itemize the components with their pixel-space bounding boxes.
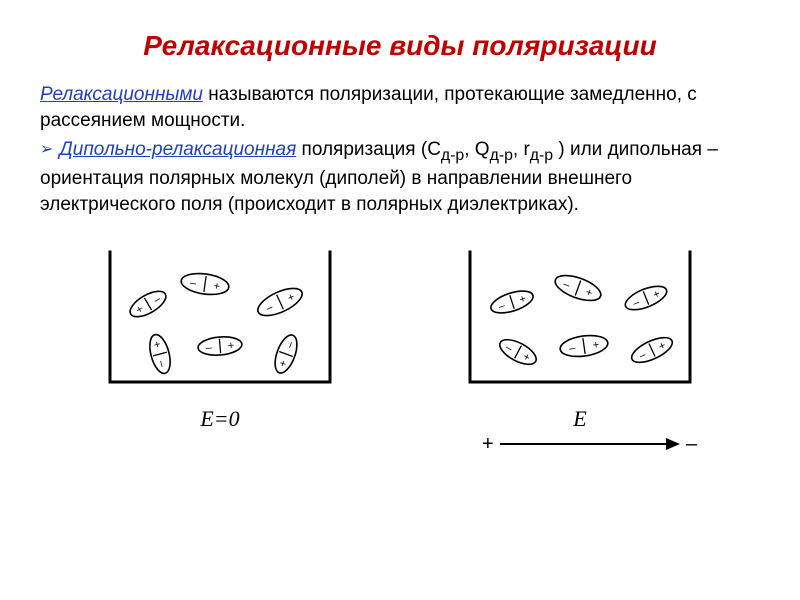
p2-after-term: поляризация (С xyxy=(296,139,441,160)
diagram-left-caption: E=0 xyxy=(200,406,239,432)
p2-mid1: , Q xyxy=(464,139,489,160)
svg-text:+: + xyxy=(657,339,668,353)
svg-text:+: + xyxy=(277,358,290,368)
svg-text:–: – xyxy=(631,296,642,310)
svg-text:–: – xyxy=(206,341,214,354)
svg-text:–: – xyxy=(637,348,648,362)
p2-sub2: д-р xyxy=(490,147,513,164)
bullet-icon: ➢ xyxy=(40,139,53,161)
p2-term: Дипольно-релаксационная xyxy=(59,139,296,160)
svg-text:–: – xyxy=(284,339,298,350)
svg-text:–: – xyxy=(568,342,577,355)
svg-text:–: – xyxy=(686,433,698,455)
svg-text:–: – xyxy=(189,277,198,290)
svg-text:+: + xyxy=(521,350,532,364)
svg-text:+: + xyxy=(150,340,163,349)
paragraph-2: ➢Дипольно-релаксационная поляризация (Сд… xyxy=(40,137,760,217)
svg-text:+: + xyxy=(134,303,146,317)
field-arrow: +– xyxy=(450,432,710,460)
diagram-right: –+–+–+–+–+–+ E +– xyxy=(450,242,710,460)
p2-sub3: д-р xyxy=(530,147,553,164)
paragraph-1: Релаксационными называются поляризации, … xyxy=(40,82,760,133)
diagram-left: +––+–++––++– E=0 xyxy=(90,242,350,460)
svg-text:+: + xyxy=(651,288,661,302)
p2-mid2: , r xyxy=(513,139,530,160)
diagram-right-svg: –+–+–+–+–+–+ xyxy=(450,242,710,402)
svg-text:+: + xyxy=(482,433,494,455)
svg-text:+: + xyxy=(213,280,221,293)
slide-title: Релаксационные виды поляризации xyxy=(40,30,760,62)
diagram-right-caption: E xyxy=(573,406,586,432)
svg-text:–: – xyxy=(264,301,275,315)
p1-lead: Релаксационными xyxy=(40,84,203,105)
svg-text:+: + xyxy=(592,339,600,352)
svg-text:+: + xyxy=(286,291,297,305)
diagram-left-svg: +––+–++––++– xyxy=(90,242,350,402)
svg-text:+: + xyxy=(227,339,234,352)
svg-text:–: – xyxy=(155,359,168,369)
diagram-row: +––+–++––++– E=0 –+–+–+–+–+–+ E +– xyxy=(40,242,760,460)
svg-text:–: – xyxy=(497,299,507,313)
svg-text:+: + xyxy=(518,293,528,306)
svg-text:+: + xyxy=(584,286,594,299)
svg-text:–: – xyxy=(561,278,572,292)
p2-sub1: д-р xyxy=(441,147,464,164)
